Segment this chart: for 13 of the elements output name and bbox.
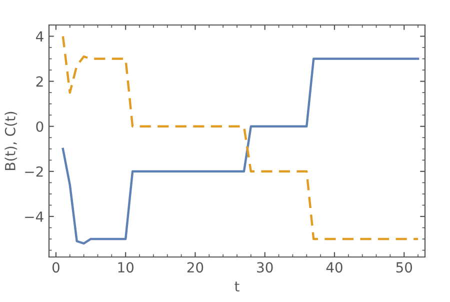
- y-tick-label: 0: [36, 121, 44, 132]
- x-tick-label: 30: [257, 262, 273, 273]
- y-tick-label: 2: [36, 76, 43, 87]
- x-tick-label: 50: [396, 262, 412, 273]
- y-axis-title: B(t), C(t): [4, 112, 18, 170]
- x-tick-label: 0: [52, 262, 60, 273]
- x-axis-title: t: [234, 282, 240, 292]
- y-tick-label: −4: [25, 212, 44, 222]
- y-tick-label: −2: [25, 166, 43, 177]
- x-tick-label: 10: [118, 262, 134, 273]
- y-tick-label: 4: [36, 31, 44, 42]
- x-tick-label: 20: [187, 262, 204, 273]
- x-tick-label: 40: [326, 262, 342, 273]
